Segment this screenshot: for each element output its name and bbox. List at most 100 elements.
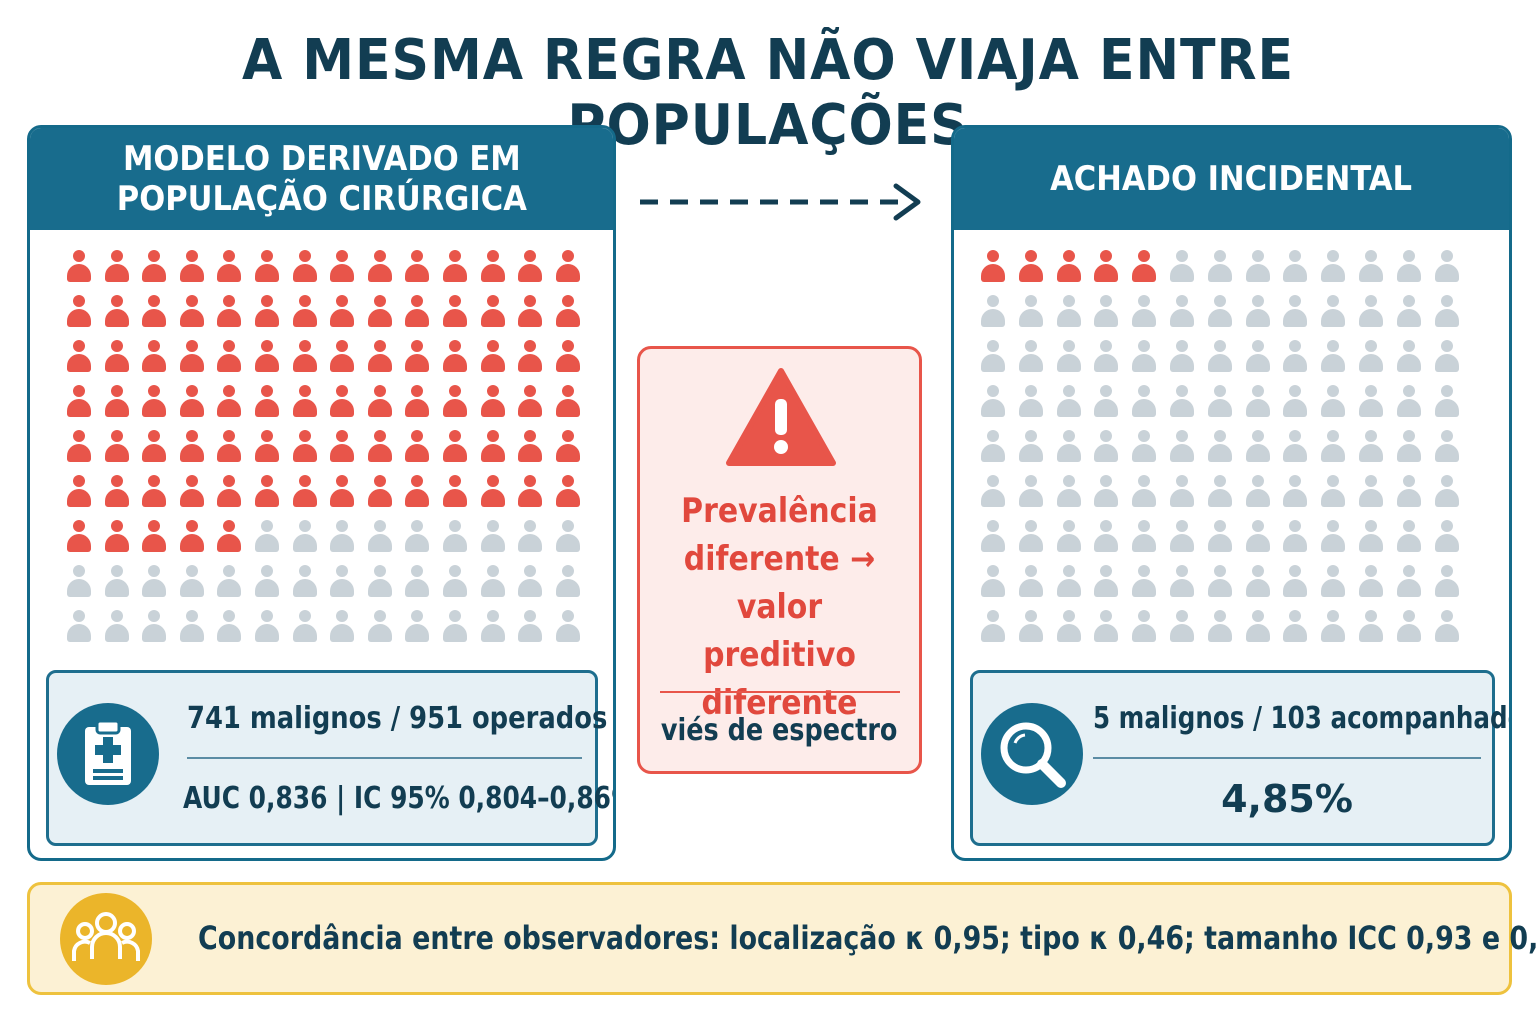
benign-person-icon xyxy=(517,565,543,599)
benign-person-icon xyxy=(1396,565,1422,599)
malignant-person-icon xyxy=(292,475,318,509)
benign-person-icon xyxy=(1320,340,1346,374)
malignant-person-icon xyxy=(179,295,205,329)
benign-person-icon xyxy=(1018,340,1044,374)
malignant-person-icon xyxy=(141,340,167,374)
incidental-stats-box: 5 malignos / 103 acompanhados 4,85% xyxy=(970,670,1509,846)
malignant-person-icon xyxy=(367,475,393,509)
malignant-person-icon xyxy=(104,475,130,509)
benign-person-icon xyxy=(980,385,1006,419)
malignant-person-icon xyxy=(141,520,167,554)
benign-person-icon xyxy=(1434,385,1460,419)
malignant-person-icon xyxy=(329,475,355,509)
malignant-person-icon xyxy=(66,250,92,284)
incidental-header-title: ACHADO INCIDENTAL xyxy=(1050,159,1413,199)
surgical-stats-box: 741 malignos / 951 operados AUC 0,836 | … xyxy=(46,670,613,846)
stats-divider xyxy=(187,757,582,759)
benign-person-icon xyxy=(480,610,506,644)
malignant-person-icon xyxy=(404,250,430,284)
malignant-person-icon xyxy=(66,475,92,509)
malignant-person-icon xyxy=(141,385,167,419)
benign-person-icon xyxy=(179,610,205,644)
malignant-person-icon xyxy=(179,250,205,284)
benign-person-icon xyxy=(1207,475,1233,509)
benign-person-icon xyxy=(254,565,280,599)
malignant-person-icon xyxy=(216,295,242,329)
benign-person-icon xyxy=(1434,250,1460,284)
benign-person-icon xyxy=(1396,340,1422,374)
malignant-person-icon xyxy=(141,295,167,329)
benign-person-icon xyxy=(1169,430,1195,464)
malignant-person-icon xyxy=(480,385,506,419)
benign-person-icon xyxy=(1434,610,1460,644)
benign-person-icon xyxy=(1056,610,1082,644)
malignant-person-icon xyxy=(329,250,355,284)
malignant-person-icon xyxy=(1018,250,1044,284)
benign-person-icon xyxy=(367,520,393,554)
malignant-person-icon xyxy=(517,385,543,419)
benign-person-icon xyxy=(404,610,430,644)
benign-person-icon xyxy=(1056,340,1082,374)
benign-person-icon xyxy=(1207,520,1233,554)
malignant-person-icon xyxy=(1056,250,1082,284)
benign-person-icon xyxy=(1358,385,1384,419)
malignant-person-icon xyxy=(367,430,393,464)
malignant-person-icon xyxy=(517,295,543,329)
malignant-person-icon xyxy=(104,430,130,464)
benign-person-icon xyxy=(1056,385,1082,419)
benign-person-icon xyxy=(1320,475,1346,509)
malignant-person-icon xyxy=(480,475,506,509)
benign-person-icon xyxy=(1207,565,1233,599)
malignant-person-icon xyxy=(517,340,543,374)
malignant-person-icon xyxy=(367,340,393,374)
malignant-person-icon xyxy=(517,430,543,464)
benign-person-icon xyxy=(1093,340,1119,374)
malignant-person-icon xyxy=(216,250,242,284)
malignant-person-icon xyxy=(254,295,280,329)
benign-person-icon xyxy=(1131,520,1157,554)
benign-person-icon xyxy=(1018,610,1044,644)
malignant-person-icon xyxy=(404,340,430,374)
malignant-person-icon xyxy=(442,430,468,464)
benign-person-icon xyxy=(404,520,430,554)
malignant-person-icon xyxy=(216,475,242,509)
malignant-person-icon xyxy=(104,340,130,374)
benign-person-icon xyxy=(1245,610,1271,644)
benign-person-icon xyxy=(292,565,318,599)
observer-agreement-banner: Concordância entre observadores: localiz… xyxy=(27,882,1536,995)
benign-person-icon xyxy=(1131,430,1157,464)
benign-person-icon xyxy=(1207,295,1233,329)
malignant-person-icon xyxy=(66,520,92,554)
benign-person-icon xyxy=(1169,340,1195,374)
benign-person-icon xyxy=(292,520,318,554)
benign-person-icon xyxy=(1320,385,1346,419)
malignant-person-icon xyxy=(179,520,205,554)
benign-person-icon xyxy=(980,340,1006,374)
benign-person-icon xyxy=(1434,340,1460,374)
malignant-person-icon xyxy=(1093,250,1119,284)
surgical-population-panel: MODELO DERIVADO EM POPULAÇÃO CIRÚRGICA 7… xyxy=(27,125,616,861)
stats-divider xyxy=(1093,757,1481,759)
benign-person-icon xyxy=(1169,250,1195,284)
benign-person-icon xyxy=(1358,610,1384,644)
benign-person-icon xyxy=(1093,520,1119,554)
benign-person-icon xyxy=(1056,430,1082,464)
benign-person-icon xyxy=(1434,295,1460,329)
benign-person-icon xyxy=(1056,520,1082,554)
malignant-person-icon xyxy=(104,520,130,554)
benign-person-icon xyxy=(1282,520,1308,554)
benign-person-icon xyxy=(1434,475,1460,509)
malignant-person-icon xyxy=(480,430,506,464)
warning-line3: valor preditivo xyxy=(703,587,856,675)
benign-person-icon xyxy=(980,520,1006,554)
benign-person-icon xyxy=(1245,565,1271,599)
malignant-person-icon xyxy=(292,295,318,329)
benign-person-icon xyxy=(66,565,92,599)
incidental-malignant-count: 5 malignos / 103 acompanhados xyxy=(1093,701,1512,736)
benign-person-icon xyxy=(1131,385,1157,419)
malignant-person-icon xyxy=(1131,250,1157,284)
malignant-person-icon xyxy=(329,340,355,374)
benign-person-icon xyxy=(216,565,242,599)
malignant-person-icon xyxy=(179,385,205,419)
surgical-header-line1: MODELO DERIVADO EM xyxy=(122,139,521,179)
